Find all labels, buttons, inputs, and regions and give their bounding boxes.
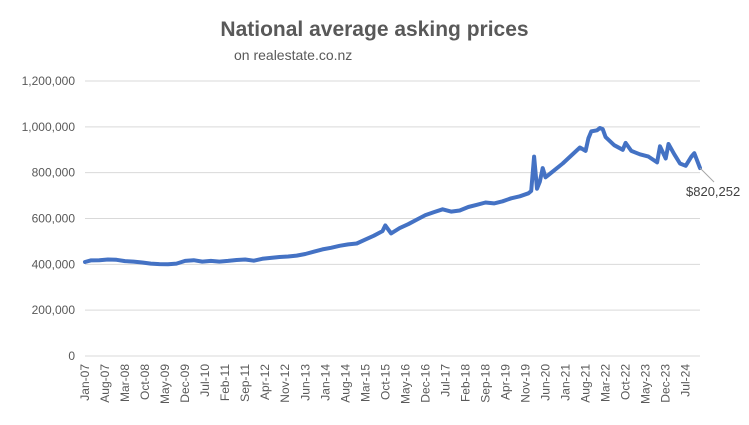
x-tick-label: Sep-11 — [238, 364, 252, 402]
x-tick-label: Nov-12 — [278, 364, 292, 403]
y-tick-label: 800,000 — [32, 166, 76, 180]
y-tick-label: 600,000 — [32, 212, 76, 226]
x-tick-label: May-23 — [639, 364, 653, 404]
x-tick-label: Jan-07 — [78, 364, 92, 401]
x-tick-label: May-09 — [158, 364, 172, 404]
x-tick-label: Aug-14 — [338, 364, 352, 403]
x-tick-label: Jul-17 — [438, 364, 452, 397]
price-series-line — [83, 126, 702, 267]
chart-subtitle: on realestate.co.nz — [234, 47, 353, 63]
y-tick-label: 0 — [68, 349, 75, 363]
x-tick-label: Jun-20 — [539, 364, 553, 401]
x-tick-label: Apr-12 — [258, 364, 272, 400]
x-tick-label: Apr-19 — [498, 364, 512, 400]
x-tick-label: Oct-22 — [619, 364, 633, 400]
x-tick-label: Sep-18 — [478, 364, 492, 403]
x-tick-label: Dec-23 — [659, 364, 673, 403]
x-tick-label: Nov-19 — [519, 364, 533, 403]
chart-title: National average asking prices — [220, 18, 529, 41]
y-tick-label: 1,200,000 — [22, 74, 76, 88]
x-tick-label: Oct-15 — [378, 364, 392, 400]
x-tick-label: Jul-10 — [198, 364, 212, 397]
x-tick-label: Feb-11 — [218, 364, 232, 401]
x-tick-label: Feb-18 — [458, 364, 472, 402]
x-tick-label: Dec-09 — [178, 364, 192, 403]
x-tick-label: Oct-08 — [138, 364, 152, 400]
x-tick-label: Jul-24 — [679, 364, 693, 397]
y-tick-label: 400,000 — [32, 257, 76, 271]
x-tick-label: Jan-21 — [559, 364, 573, 401]
y-tick-label: 200,000 — [32, 303, 76, 317]
x-tick-label: Mar-15 — [358, 364, 372, 402]
x-tick-label: Aug-07 — [98, 364, 112, 403]
x-tick-label: Jun-13 — [298, 364, 312, 401]
annotation-leader-line — [699, 167, 715, 183]
x-tick-label: Mar-08 — [118, 364, 132, 402]
x-tick-label: Dec-16 — [418, 364, 432, 403]
x-tick-label: May-16 — [398, 364, 412, 404]
y-tick-label: 1,000,000 — [22, 120, 76, 134]
x-tick-label: Jan-14 — [318, 364, 332, 401]
x-tick-label: Aug-21 — [579, 364, 593, 403]
x-tick-label: Mar-22 — [599, 364, 613, 402]
last-value-label: $820,252 — [686, 184, 740, 199]
